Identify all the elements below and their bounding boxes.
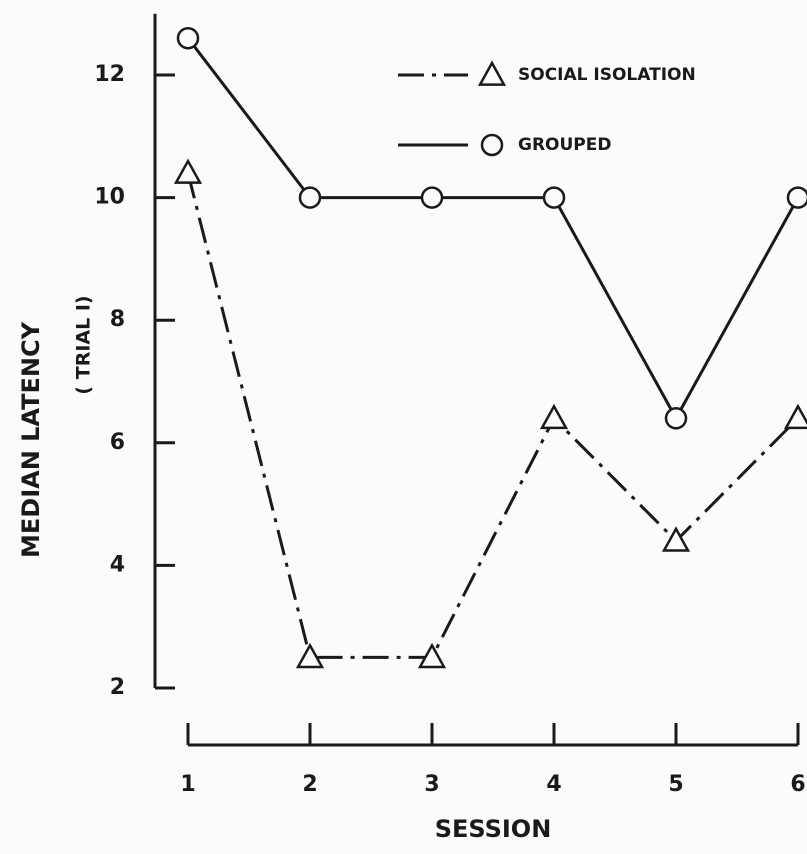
data-point <box>664 407 688 430</box>
data-point <box>539 403 569 430</box>
data-point <box>542 186 566 209</box>
x-tick-label: 6 <box>790 772 805 797</box>
x-tick-label: 4 <box>546 772 561 797</box>
legend-label: GROUPED <box>518 135 611 155</box>
x-tick-label: 1 <box>180 772 195 797</box>
legend-marker <box>477 60 507 86</box>
data-point <box>420 186 444 209</box>
data-point <box>176 26 200 50</box>
y-tick-label: 8 <box>110 307 125 332</box>
y-tick-label: 4 <box>110 552 125 577</box>
data-point <box>786 186 807 209</box>
data-point <box>783 403 807 430</box>
series-line <box>186 172 800 659</box>
legend-marker <box>480 133 504 157</box>
y-tick-label: 10 <box>94 185 125 210</box>
series-line <box>186 37 800 422</box>
y-tick-label: 6 <box>110 430 125 455</box>
x-tick-label: 5 <box>668 772 683 797</box>
y-tick-label: 2 <box>110 675 125 700</box>
legend-label: SOCIAL ISOLATION <box>518 65 696 85</box>
y-axis-sublabel: ( TRIAL I) <box>73 295 95 394</box>
x-axis-label: SESSION <box>435 815 552 843</box>
data-point <box>173 158 203 184</box>
data-point <box>295 642 325 669</box>
x-tick-label: 3 <box>424 772 439 797</box>
data-point <box>298 186 322 209</box>
x-tick-label: 2 <box>302 772 317 797</box>
data-point <box>417 642 447 669</box>
y-axis-label: MEDIAN LATENCY <box>17 321 45 558</box>
y-tick-label: 12 <box>94 62 125 87</box>
data-point <box>661 526 691 552</box>
